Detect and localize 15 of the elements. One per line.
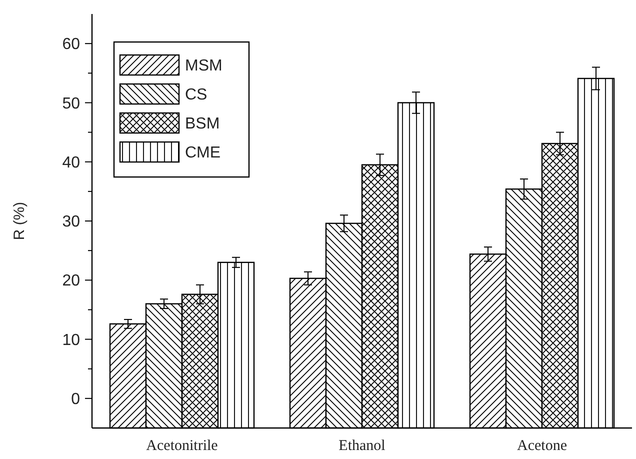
y-tick-label: 50 xyxy=(62,95,80,112)
legend-label: BSM xyxy=(185,116,220,133)
legend-label: CS xyxy=(185,86,208,104)
y-tick-label: 30 xyxy=(62,214,80,231)
x-tick-label: Ethanol xyxy=(338,438,386,454)
y-tick-label: 10 xyxy=(62,332,80,349)
x-tick-label: Acetonitrile xyxy=(146,438,218,454)
y-tick-label: 60 xyxy=(62,36,80,54)
x-tick-label: Acetone xyxy=(517,438,568,454)
legend-label: CME xyxy=(185,144,221,162)
y-tick-label: 0 xyxy=(71,391,80,408)
y-axis-title: R (%) xyxy=(11,202,28,240)
legend-label: MSM xyxy=(185,58,222,75)
y-tick-label: 40 xyxy=(62,154,80,172)
y-tick-label: 20 xyxy=(62,272,80,290)
